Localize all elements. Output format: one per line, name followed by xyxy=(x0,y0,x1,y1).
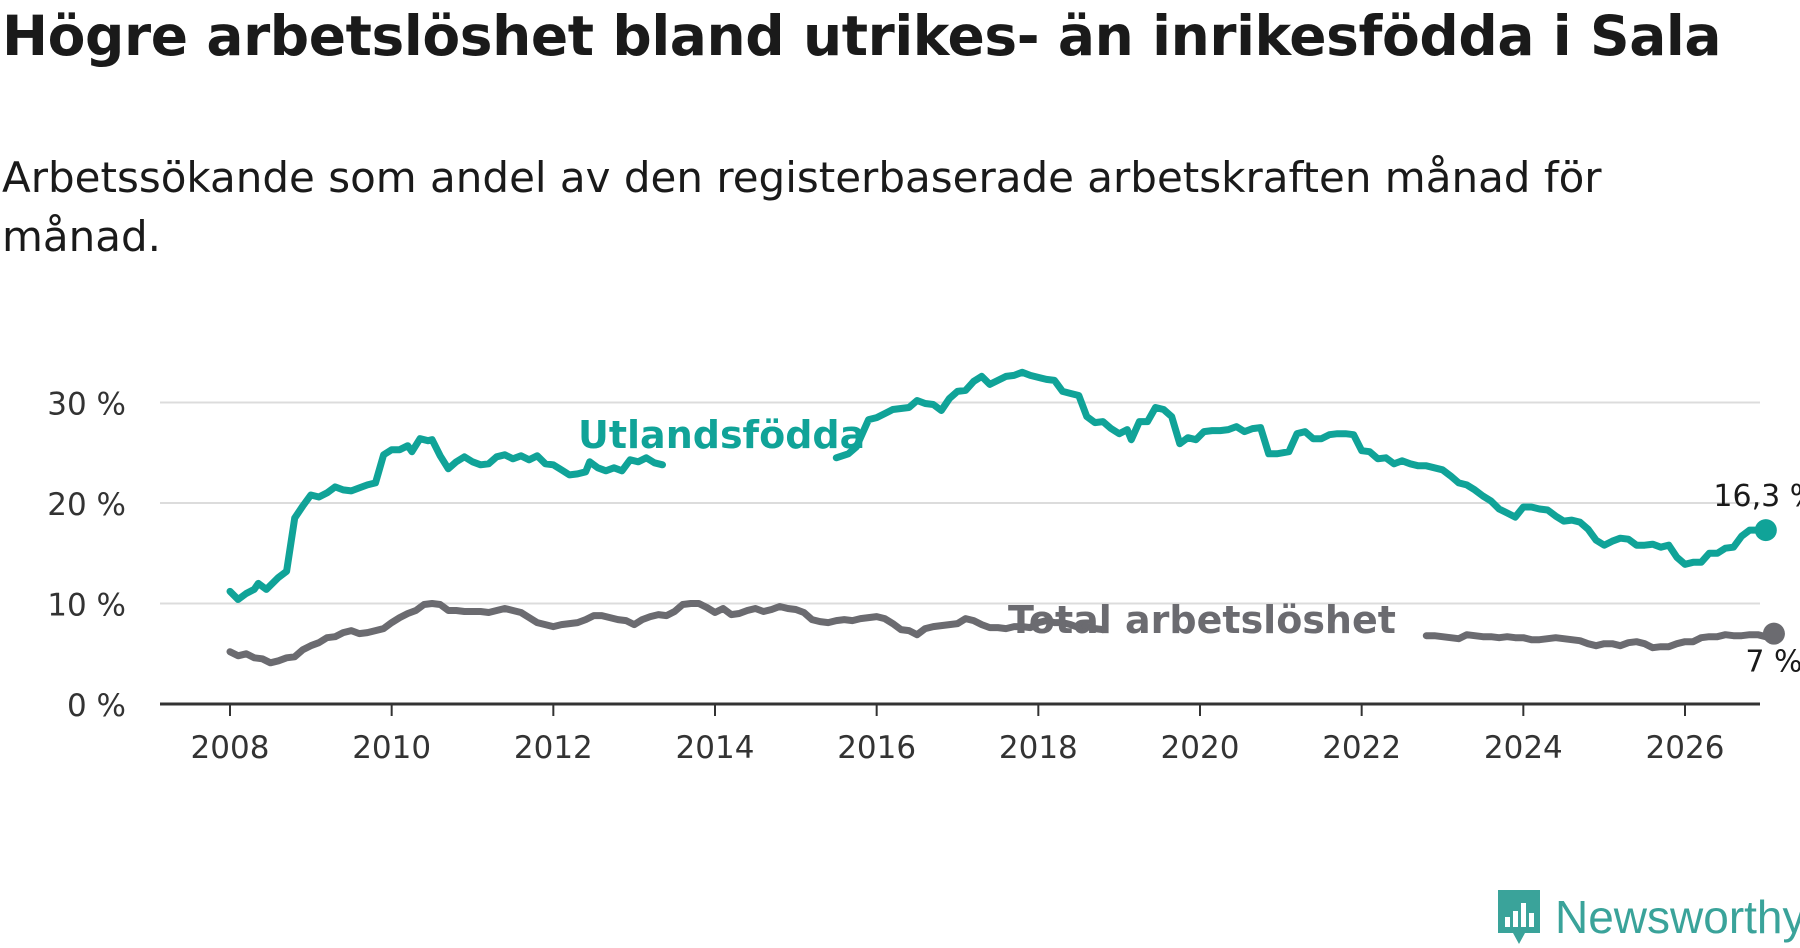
total-arbetslöshet-line-2 xyxy=(1422,630,1778,652)
x-tick-label: 2008 xyxy=(191,730,270,766)
total-arbetslöshet-end-point xyxy=(1762,622,1785,645)
utlandsfödda-line-2 xyxy=(832,368,1770,568)
total-arbetslöshet-end-label: 7 % xyxy=(1745,645,1800,680)
x-tick-label: 2020 xyxy=(1161,730,1240,766)
utlandsfodda-label: Utlandsfödda xyxy=(578,413,865,457)
total-arbetslöshet-line-1 xyxy=(226,600,1107,667)
x-tick-label: 2016 xyxy=(837,730,916,766)
y-tick-label: 20 % xyxy=(47,487,126,523)
x-tick-label: 2022 xyxy=(1322,730,1401,766)
y-tick-label: 30 % xyxy=(47,387,126,423)
y-axis-ticks: 0 % 10 % 20 % 30 % xyxy=(47,387,126,725)
total-arbetsloshet-label: Total arbetslöshet xyxy=(1008,598,1396,642)
x-axis-ticks: 2008 2010 2012 2014 2016 2018 2020 2022 2024 2026 xyxy=(191,704,1725,766)
utlandsfödda-end-point xyxy=(1754,519,1777,542)
series-labels: 16,3 % 7 % Utlandsfödda Total arbetslöshet xyxy=(578,413,1800,680)
x-tick-label: 2026 xyxy=(1646,730,1725,766)
grid-lines xyxy=(160,401,1760,605)
x-tick-label: 2010 xyxy=(352,730,431,766)
y-tick-label: 0 % xyxy=(67,688,126,724)
x-tick-label: 2018 xyxy=(999,730,1078,766)
y-tick-label: 10 % xyxy=(47,588,126,624)
chart-title: Högre arbetslöshet bland utrikes- än inr… xyxy=(2,4,1722,68)
brand: Newsworthy xyxy=(1495,887,1800,947)
series-lines xyxy=(226,368,1785,667)
x-tick-label: 2012 xyxy=(514,730,593,766)
x-tick-label: 2024 xyxy=(1484,730,1563,766)
utlandsfödda-line-1 xyxy=(226,435,666,603)
newsworthy-logo-icon xyxy=(1498,890,1540,944)
chart-subtitle: Arbetssökande som andel av den registerb… xyxy=(2,153,1602,261)
utlandsfödda-end-label: 16,3 % xyxy=(1713,479,1800,514)
brand-name: Newsworthy xyxy=(1555,891,1800,943)
x-tick-label: 2014 xyxy=(676,730,755,766)
